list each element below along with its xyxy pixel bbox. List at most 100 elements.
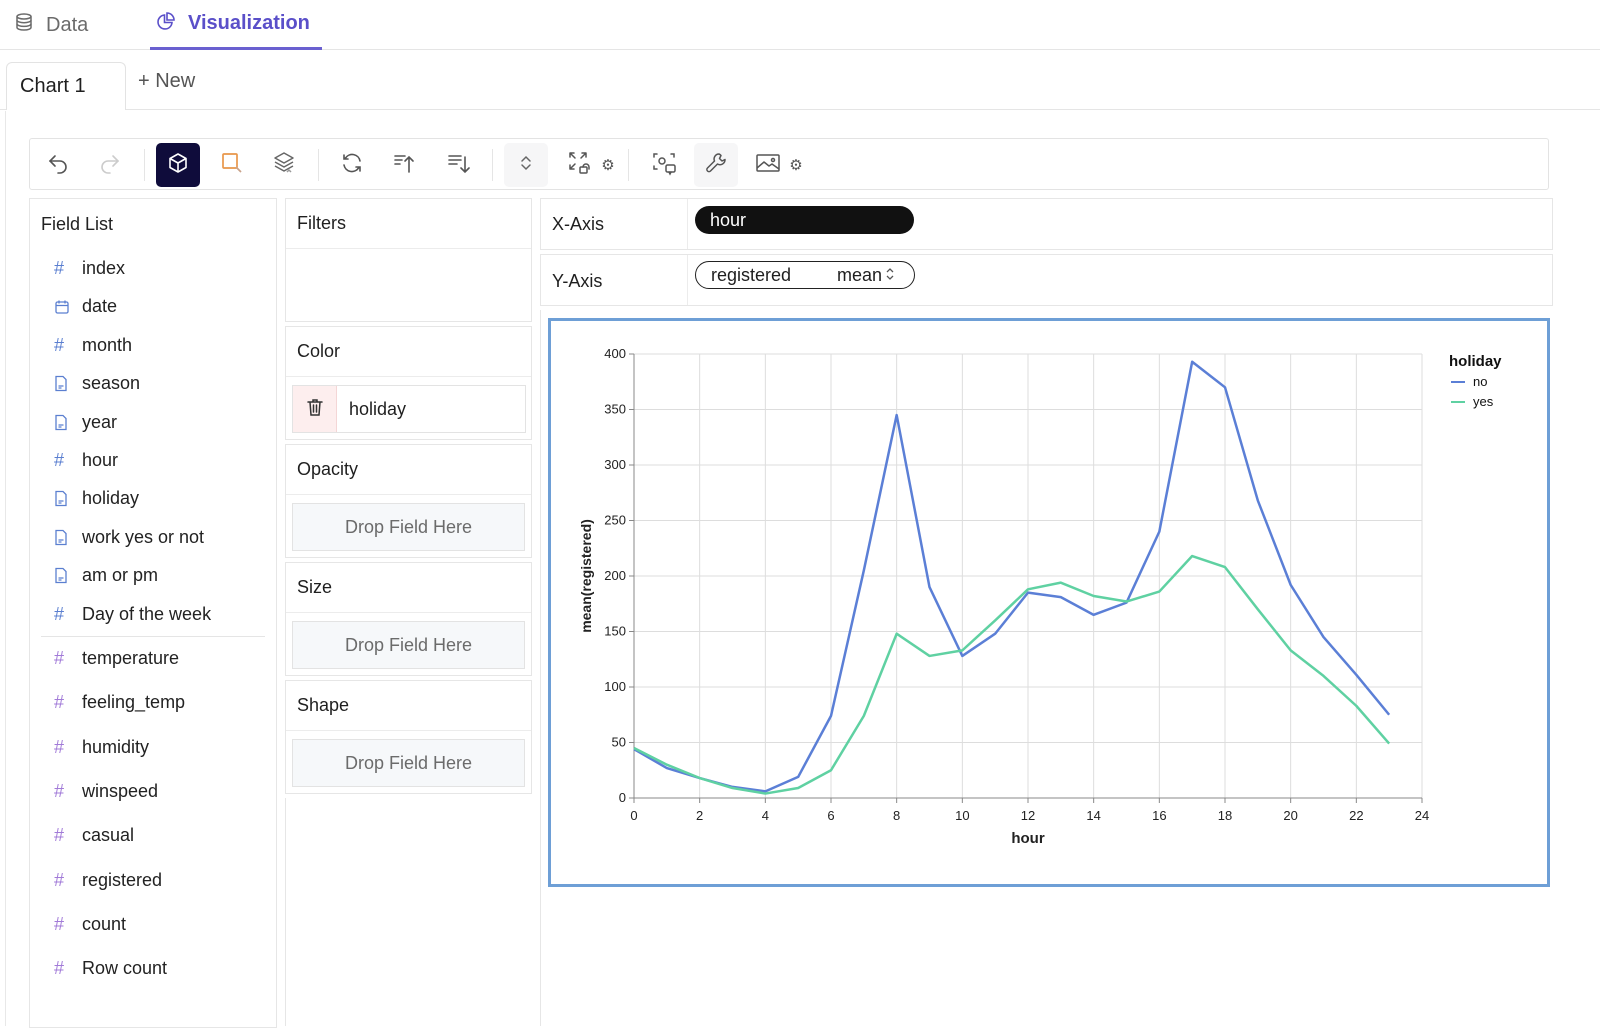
opacity-title: Opacity (286, 445, 531, 495)
color-section: Color holiday (285, 326, 532, 440)
y-tick-label: 250 (604, 513, 626, 528)
layers-icon (271, 150, 297, 181)
opacity-drop-zone[interactable]: Drop Field Here (292, 503, 525, 551)
trash-icon (306, 397, 324, 422)
sort-ascending-button[interactable] (382, 143, 426, 187)
undo-button[interactable] (36, 143, 80, 187)
field-item[interactable]: # Day of the week (54, 604, 211, 625)
divider (540, 310, 541, 1026)
tab-data[interactable]: Data (14, 0, 88, 50)
size-drop-zone[interactable]: Drop Field Here (292, 621, 525, 669)
transpose-button[interactable] (330, 143, 374, 187)
stack-button[interactable] (262, 143, 306, 187)
color-field-pill[interactable]: holiday (292, 385, 526, 433)
field-item[interactable]: # humidity (54, 737, 149, 758)
remove-color-field-button[interactable] (293, 386, 337, 432)
toolbar-divider (144, 149, 145, 181)
series-line-no[interactable] (633, 360, 1391, 793)
legend-label[interactable]: yes (1473, 394, 1494, 409)
fullscreen-button[interactable] (558, 143, 602, 187)
hash-icon: # (54, 736, 65, 757)
fullscreen-settings-button[interactable]: ⚙ (596, 143, 620, 187)
x-tick-label: 2 (696, 808, 703, 823)
field-item[interactable]: # month (54, 335, 132, 356)
mark-type-button[interactable] (156, 143, 200, 187)
x-tick-label: 22 (1349, 808, 1363, 823)
field-item[interactable]: year (54, 412, 117, 433)
x-tick-label: 20 (1283, 808, 1297, 823)
new-chart-button[interactable]: + New (138, 70, 196, 92)
field-label: registered (82, 869, 163, 890)
hash-icon: # (54, 958, 65, 979)
field-label: am or pm (82, 565, 159, 586)
document-icon (54, 567, 82, 584)
field-label: count (82, 913, 127, 934)
field-item[interactable]: # winspeed (54, 781, 158, 802)
field-item[interactable]: am or pm (54, 565, 158, 586)
field-item[interactable]: # Row count (54, 958, 167, 979)
field-item[interactable]: season (54, 373, 140, 394)
x-tick-label: 10 (955, 808, 969, 823)
field-label: hour (82, 450, 119, 470)
chart-tab-label: Chart 1 (20, 75, 86, 97)
x-tick-label: 12 (1021, 808, 1035, 823)
x-axis-field-label: hour (710, 209, 747, 230)
chart-container[interactable]: 0 50 100 150 200 250 300 350 400 0 2 4 6 8 10 12 14 16 18 2… (548, 318, 1550, 887)
field-label: season (82, 373, 141, 394)
size-mode-button[interactable] (504, 143, 548, 187)
hash-icon: # (54, 450, 65, 470)
toolbar-divider (628, 149, 629, 181)
y-tick-label: 300 (604, 457, 626, 472)
shape-drop-zone[interactable]: Drop Field Here (292, 739, 525, 787)
opacity-section: Opacity Drop Field Here (285, 444, 532, 558)
tab-chart-1[interactable]: Chart 1 (6, 62, 126, 110)
shape-section: Shape Drop Field Here (285, 680, 532, 794)
field-item[interactable]: # count (54, 914, 126, 935)
field-item[interactable]: # casual (54, 825, 134, 846)
tools-button[interactable] (694, 143, 738, 187)
field-item[interactable]: holiday (54, 488, 139, 509)
redo-button[interactable] (88, 143, 132, 187)
field-list-title: Field List (41, 214, 114, 234)
series-line-yes[interactable] (633, 554, 1391, 795)
filters-drop-area[interactable] (286, 249, 531, 321)
field-item[interactable]: # registered (54, 870, 162, 891)
export-settings-button[interactable]: ⚙ (784, 143, 808, 187)
gear-icon: ⚙ (601, 157, 615, 174)
x-tick-label: 14 (1086, 808, 1100, 823)
x-axis-label: X-Axis (552, 214, 605, 234)
field-item[interactable]: date (54, 296, 117, 317)
field-item[interactable]: # hour (54, 450, 118, 471)
wrench-icon (704, 151, 728, 180)
aggregate-select[interactable]: mean (837, 265, 895, 286)
x-axis-title: hour (1011, 830, 1044, 847)
sort-descending-button[interactable] (436, 143, 480, 187)
divider (687, 199, 688, 249)
sort-ascending-icon (392, 151, 416, 180)
x-axis-field-pill[interactable]: hour (695, 206, 914, 234)
tab-visualization-label: Visualization (188, 12, 310, 34)
x-tick-label: 0 (630, 808, 637, 823)
field-label: year (82, 411, 118, 432)
filters-section: Filters (285, 198, 532, 322)
legend-label[interactable]: no (1473, 374, 1487, 389)
field-label: work yes or not (82, 526, 205, 547)
y-tick-label: 350 (604, 402, 626, 417)
y-axis-field-pill[interactable]: registered mean (695, 261, 915, 289)
x-tick-label: 8 (893, 808, 900, 823)
hash-icon: # (54, 258, 65, 278)
tab-visualization[interactable]: Visualization (150, 0, 322, 50)
x-axis-row: X-Axis hour (540, 198, 1553, 250)
focus-chat-icon (650, 149, 678, 182)
brush-button[interactable] (210, 143, 254, 187)
field-label: winspeed (82, 780, 159, 801)
explain-button[interactable] (642, 143, 686, 187)
field-item[interactable]: # index (54, 258, 125, 279)
chevron-updown-icon (518, 153, 534, 178)
field-item[interactable]: work yes or not (54, 527, 204, 548)
export-image-button[interactable] (746, 143, 790, 187)
image-icon (755, 151, 781, 180)
field-item[interactable]: # feeling_temp (54, 692, 185, 713)
expand-icon (567, 150, 593, 181)
field-item[interactable]: # temperature (54, 648, 179, 669)
